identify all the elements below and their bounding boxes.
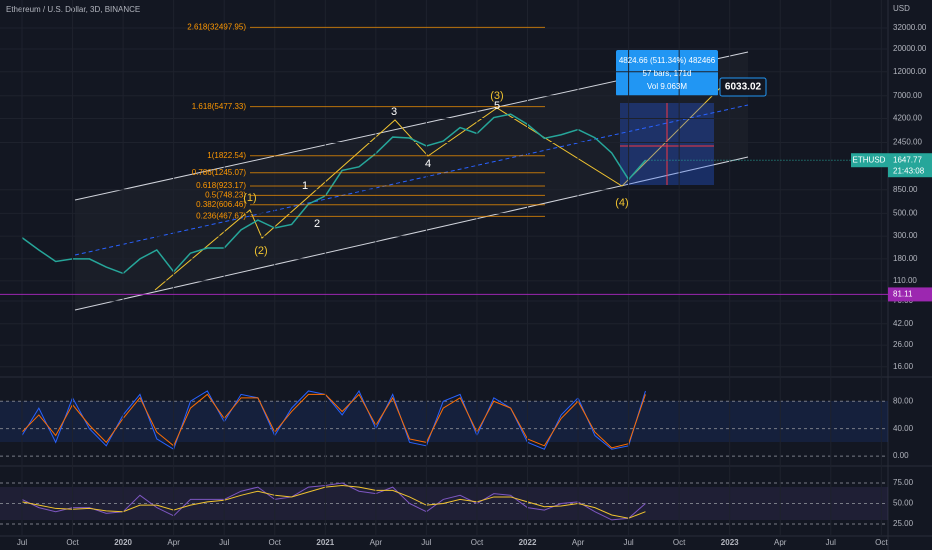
x-tick-label: Jul <box>623 538 633 547</box>
series-line <box>21 393 646 449</box>
fib-label: 0.618(923.17) <box>196 181 246 190</box>
measure-tooltip <box>616 50 718 96</box>
wave-label: 3 <box>391 106 397 118</box>
y-tick-label: 7000.00 <box>893 91 922 100</box>
y-tick-label: 850.00 <box>893 185 918 194</box>
x-tick-label: Oct <box>875 538 888 547</box>
fib-label: 0.382(606.46) <box>196 200 246 209</box>
y-tick-label: 0.00 <box>893 451 909 460</box>
series-line <box>21 484 646 519</box>
fib-label: 1(1822.54) <box>207 151 246 160</box>
wave-label: 5 <box>494 100 500 112</box>
x-tick-label: Jul <box>826 538 836 547</box>
y-tick-label: 500.00 <box>893 208 918 217</box>
y-tick-label: 25.00 <box>893 519 914 528</box>
price-badge <box>888 153 932 178</box>
series-line <box>21 389 646 450</box>
wave-label: 1 <box>302 180 308 192</box>
series-line <box>21 113 647 275</box>
y-tick-label: 4200.00 <box>893 114 922 123</box>
fib-label: 1.618(5477.33) <box>192 102 247 111</box>
x-tick-label: Jul <box>17 538 27 547</box>
y-tick-label: 80.00 <box>893 396 914 405</box>
channel-mid <box>74 104 749 256</box>
level-badge <box>888 287 932 302</box>
measure-text: Vol 9.063M <box>647 82 687 91</box>
wave-label: (4) <box>615 197 628 209</box>
wave-label: (2) <box>254 245 267 257</box>
wave-label: (1) <box>243 192 256 204</box>
x-tick-label: Oct <box>66 538 79 547</box>
x-tick-label: 2021 <box>316 538 334 547</box>
wave-label: (3) <box>490 90 503 102</box>
axis-unit: USD <box>893 4 910 13</box>
countdown: 21:43:08 <box>893 166 925 175</box>
y-tick-label: 50.00 <box>893 499 914 508</box>
y-tick-label: 32000.00 <box>893 23 927 32</box>
wave-label: 4 <box>425 158 431 170</box>
y-tick-label: 300.00 <box>893 231 918 240</box>
x-tick-label: 2022 <box>519 538 537 547</box>
measure-text: 57 bars, 171d <box>643 69 692 78</box>
x-tick-label: 2023 <box>721 538 739 547</box>
x-tick-label: Apr <box>167 538 180 547</box>
target-label: 6033.02 <box>725 82 762 93</box>
x-tick-label: Apr <box>370 538 383 547</box>
y-tick-label: 12000.00 <box>893 67 927 76</box>
measure-text: 4824.66 (511.34%) 482466 <box>619 56 716 65</box>
fib-label: 0.236(467.67) <box>196 211 246 220</box>
x-tick-label: Oct <box>673 538 686 547</box>
y-tick-label: 26.00 <box>893 340 914 349</box>
wave-path <box>154 87 721 291</box>
level-value: 81.11 <box>893 290 913 299</box>
x-tick-label: 2020 <box>114 538 132 547</box>
x-tick-label: Apr <box>572 538 585 547</box>
channel-lower <box>74 156 749 311</box>
wave-label: 2 <box>314 218 320 230</box>
x-tick-label: Apr <box>774 538 787 547</box>
y-tick-label: 40.00 <box>893 424 914 433</box>
price-value: 1647.77 <box>893 155 922 164</box>
y-tick-label: 16.00 <box>893 362 914 371</box>
x-tick-label: Oct <box>471 538 484 547</box>
chart-title: Ethereum / U.S. Dollar, 3D, BINANCE <box>6 5 140 14</box>
y-tick-label: 75.00 <box>893 478 914 487</box>
y-tick-label: 42.00 <box>893 319 914 328</box>
series-line <box>21 482 646 521</box>
y-tick-label: 20000.00 <box>893 44 927 53</box>
x-tick-label: Jul <box>219 538 229 547</box>
x-tick-label: Oct <box>269 538 282 547</box>
x-tick-label: Jul <box>421 538 431 547</box>
target-box <box>719 77 767 97</box>
y-tick-label: 180.00 <box>893 254 918 263</box>
symbol-badge <box>851 153 888 168</box>
fib-label: 0.5(748.23) <box>205 191 246 200</box>
symbol-label: ETHUSD <box>853 155 886 164</box>
fib-label: 2.618(32497.95) <box>187 22 246 31</box>
fib-label: 0.786(1245.07) <box>192 168 247 177</box>
y-tick-label: 110.00 <box>893 276 917 285</box>
y-tick-label: 2450.00 <box>893 138 922 147</box>
